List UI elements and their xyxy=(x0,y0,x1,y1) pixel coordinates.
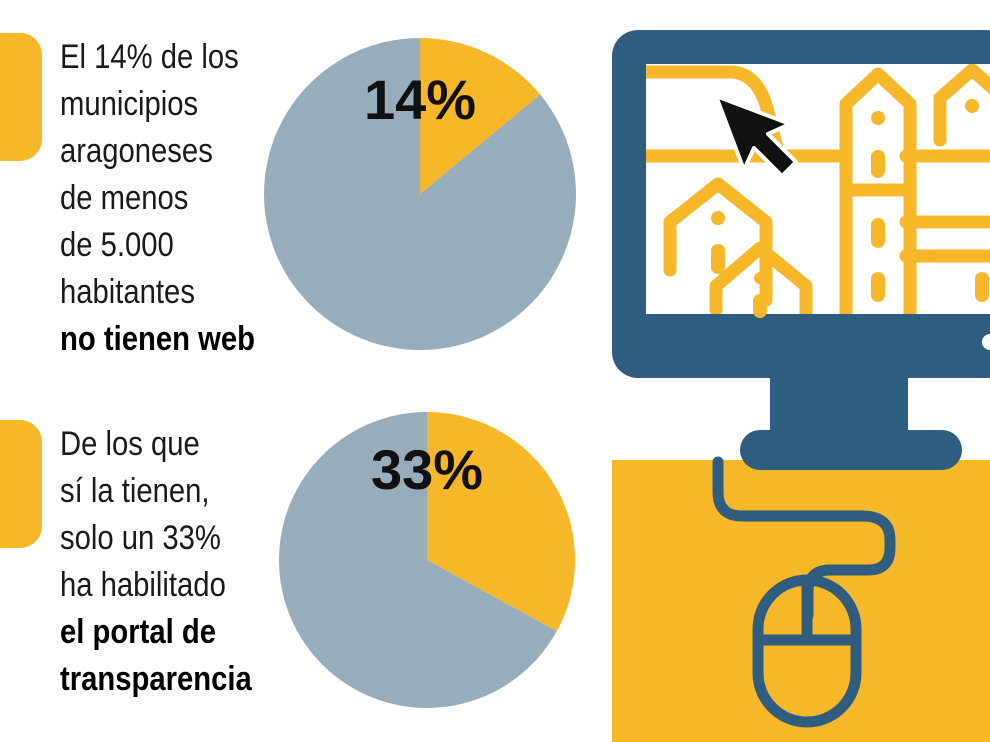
accent-tab-2 xyxy=(0,420,42,548)
computer-mouse-icon xyxy=(712,456,896,728)
stat-1-line: de 5.000 xyxy=(60,226,174,264)
stat-1-line: habitantes xyxy=(60,273,195,311)
pie-slice-rest xyxy=(279,412,557,708)
stat-2-text: De los que sí la tienen, solo un 33% ha … xyxy=(60,421,252,703)
pie-slice-highlight xyxy=(427,412,575,632)
stat-2-line: De los que xyxy=(60,425,200,463)
computer-monitor-icon xyxy=(612,30,990,470)
stat-1-line: de menos xyxy=(60,179,189,217)
mouse-pointer-icon xyxy=(714,94,798,178)
pie-slice-highlight xyxy=(420,38,541,194)
town-buildings-icon xyxy=(646,64,990,314)
stat-1-line: aragoneses xyxy=(60,132,213,170)
stat-1-highlight: no tienen web xyxy=(60,320,255,358)
pie-chart-14: 14% xyxy=(264,38,576,350)
pie-value-label: 33% xyxy=(371,438,483,501)
pie-chart-33: 33% xyxy=(279,412,575,708)
stat-2-line: solo un 33% xyxy=(60,519,221,557)
stat-1-line: El 14% de los xyxy=(60,38,239,76)
stat-2-highlight: transparencia xyxy=(60,660,252,698)
stat-2-highlight: el portal de xyxy=(60,613,216,651)
pie-value-label: 14% xyxy=(364,68,476,131)
stat-1-text: El 14% de los municipios aragoneses de m… xyxy=(60,34,255,363)
accent-tab-1 xyxy=(0,33,42,161)
stat-1-line: municipios xyxy=(60,85,199,123)
building-windows xyxy=(711,99,989,318)
pie-slice-rest xyxy=(264,38,576,350)
stat-2-line: ha habilitado xyxy=(60,566,226,604)
desk-block xyxy=(612,460,990,742)
stat-2-line: sí la tienen, xyxy=(60,472,210,510)
